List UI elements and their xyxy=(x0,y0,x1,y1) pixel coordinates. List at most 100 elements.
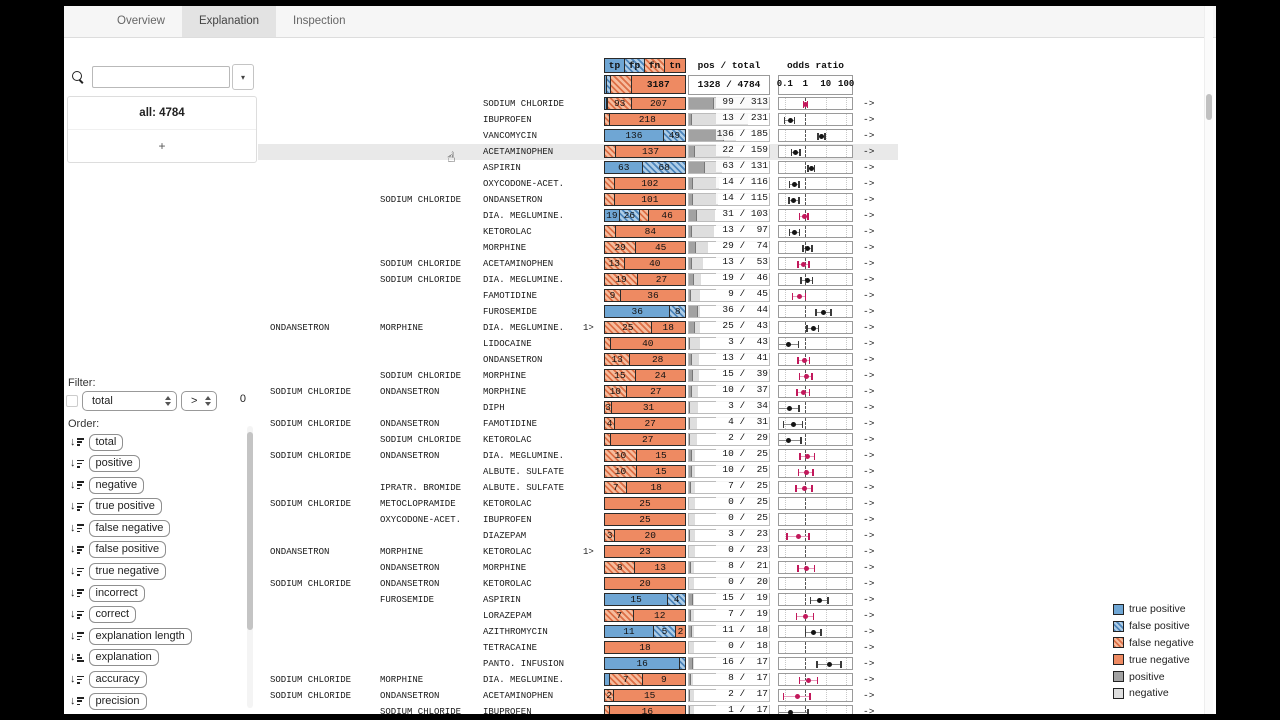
order-pill-button[interactable]: explanation xyxy=(88,649,159,667)
table-row[interactable]: AZITHROMYCIN 11 5 2 11 / 18 -> xyxy=(258,624,898,640)
table-row[interactable]: LORAZEPAM 7 12 7 / 19 -> xyxy=(258,608,898,624)
col-tn[interactable]: tn xyxy=(665,59,685,72)
table-row[interactable]: SODIUM CHLORIDE MORPHINE 15 24 15 / 39 -> xyxy=(258,368,898,384)
row-detail-arrow[interactable]: -> xyxy=(863,98,875,109)
order-pill-button[interactable]: false negative xyxy=(88,519,171,537)
tab-explanation[interactable]: Explanation xyxy=(181,6,277,37)
row-detail-arrow[interactable]: -> xyxy=(863,690,875,701)
table-row[interactable]: OXYCODONE-ACET. 102 14 / 116 -> xyxy=(258,176,898,192)
sort-icon[interactable]: ↓ xyxy=(70,566,84,577)
table-row[interactable]: SODIUM CHLORIDE DIA. MEGLUMINE. 19 27 19 … xyxy=(258,272,898,288)
row-detail-arrow[interactable]: -> xyxy=(863,178,875,189)
table-row[interactable]: SODIUM CHLORIDE METOCLOPRAMIDE KETOROLAC… xyxy=(258,496,898,512)
row-detail-arrow[interactable]: -> xyxy=(863,146,875,157)
row-detail-arrow[interactable]: -> xyxy=(863,306,875,317)
order-pill-button[interactable]: incorrect xyxy=(88,584,145,602)
col-tp[interactable]: tp xyxy=(605,59,625,72)
sort-icon[interactable]: ↓ xyxy=(70,630,84,642)
order-scrollbar-thumb[interactable] xyxy=(247,432,253,630)
odds-ratio-header[interactable]: odds ratio xyxy=(786,60,844,71)
pos-total-header[interactable]: pos / total xyxy=(697,60,761,71)
table-row[interactable]: SODIUM CHLORIDE ONDANSETRON ACETAMINOPHE… xyxy=(258,688,898,704)
row-detail-arrow[interactable]: -> xyxy=(863,402,875,413)
table-row[interactable]: ONDANSETRON MORPHINE 8 13 8 / 21 -> xyxy=(258,560,898,576)
group-card-title[interactable]: all: 4784 xyxy=(68,97,256,130)
table-row[interactable]: SODIUM CHLORIDE KETOROLAC 27 2 / 29 -> xyxy=(258,432,898,448)
row-detail-arrow[interactable]: -> xyxy=(863,370,875,381)
row-detail-arrow[interactable]: -> xyxy=(863,658,875,669)
row-detail-arrow[interactable]: -> xyxy=(863,226,875,237)
filter-value-input[interactable]: 0 xyxy=(239,393,246,405)
sort-icon[interactable]: ↓ xyxy=(70,436,84,448)
row-detail-arrow[interactable]: -> xyxy=(863,466,875,477)
table-row[interactable]: SODIUM CHLORIDE 93 207 99 / 313 -> xyxy=(258,96,898,112)
row-detail-arrow[interactable]: -> xyxy=(863,322,875,333)
table-row[interactable]: PANTO. INFUSION 16 16 / 17 -> xyxy=(258,656,898,672)
table-row[interactable]: SODIUM CHLORIDE ACETAMINOPHEN 13 40 13 / … xyxy=(258,256,898,272)
row-detail-arrow[interactable]: -> xyxy=(863,706,875,714)
sort-icon[interactable]: ↓ xyxy=(70,479,84,491)
sort-icon[interactable]: ↓ xyxy=(70,674,84,685)
order-pill-button[interactable]: precision xyxy=(88,692,147,710)
order-scrollbar[interactable] xyxy=(247,426,253,708)
row-detail-arrow[interactable]: -> xyxy=(863,498,875,509)
row-detail-arrow[interactable]: -> xyxy=(863,434,875,445)
row-detail-arrow[interactable]: -> xyxy=(863,338,875,349)
col-fp[interactable]: fp xyxy=(625,59,645,72)
search-input[interactable] xyxy=(92,66,230,88)
filter-checkbox[interactable] xyxy=(66,395,78,407)
filter-op-select[interactable]: > xyxy=(181,391,218,411)
order-pill-button[interactable]: correct xyxy=(88,606,137,624)
sort-icon[interactable]: ↓ xyxy=(70,522,84,534)
sort-icon[interactable]: ↓ xyxy=(70,501,84,512)
table-row[interactable]: IBUPROFEN 218 13 / 231 -> xyxy=(258,112,898,128)
page-scrollbar-thumb[interactable] xyxy=(1206,94,1212,120)
order-pill-button[interactable]: negative xyxy=(88,476,145,494)
row-detail-arrow[interactable]: -> xyxy=(863,514,875,525)
table-row[interactable]: ONDANSETRON MORPHINE DIA. MEGLUMINE. 1> … xyxy=(258,320,898,336)
sort-icon[interactable]: ↓ xyxy=(70,695,84,707)
row-detail-arrow[interactable]: -> xyxy=(863,562,875,573)
table-row[interactable]: FAMOTIDINE 9 36 9 / 45 -> xyxy=(258,288,898,304)
row-detail-arrow[interactable]: -> xyxy=(863,274,875,285)
table-row[interactable]: ASPIRIN 63 68 63 / 131 -> xyxy=(258,160,898,176)
row-detail-arrow[interactable]: -> xyxy=(863,594,875,605)
row-detail-arrow[interactable]: -> xyxy=(863,530,875,541)
row-detail-arrow[interactable]: -> xyxy=(863,482,875,493)
table-row[interactable]: ACETAMINOPHEN 137 22 / 159 -> xyxy=(258,144,898,160)
sort-icon[interactable]: ↓ xyxy=(70,458,84,469)
filter-field-select[interactable]: total xyxy=(82,391,177,411)
row-detail-arrow[interactable]: -> xyxy=(863,130,875,141)
table-row[interactable]: ALBUTE. SULFATE 10 15 10 / 25 -> xyxy=(258,464,898,480)
table-row[interactable]: SODIUM CHLORIDE MORPHINE DIA. MEGLUMINE.… xyxy=(258,672,898,688)
row-detail-arrow[interactable]: -> xyxy=(863,546,875,557)
table-row[interactable]: SODIUM CHLORIDE ONDANSETRON DIA. MEGLUMI… xyxy=(258,448,898,464)
table-row[interactable]: KETOROLAC 84 13 / 97 -> xyxy=(258,224,898,240)
table-row[interactable]: LIDOCAINE 40 3 / 43 -> xyxy=(258,336,898,352)
table-row[interactable]: ONDANSETRON MORPHINE KETOROLAC 1> 23 0 /… xyxy=(258,544,898,560)
row-detail-arrow[interactable]: -> xyxy=(863,162,875,173)
sort-icon[interactable]: ↓ xyxy=(70,609,84,620)
row-detail-arrow[interactable]: -> xyxy=(863,674,875,685)
row-detail-arrow[interactable]: -> xyxy=(863,610,875,621)
table-row[interactable]: ONDANSETRON 13 28 13 / 41 -> xyxy=(258,352,898,368)
table-row[interactable]: DIA. MEGLUMINE. 19 26 46 31 / 103 -> xyxy=(258,208,898,224)
page-scrollbar[interactable] xyxy=(1204,6,1213,714)
search-dropdown-button[interactable]: ▾ xyxy=(232,64,254,90)
order-pill-button[interactable]: explanation length xyxy=(88,627,192,645)
table-row[interactable]: SODIUM CHLORIDE ONDANSETRON 101 14 / 115… xyxy=(258,192,898,208)
table-row[interactable]: MORPHINE 29 45 29 / 74 -> xyxy=(258,240,898,256)
sort-icon[interactable]: ↓ xyxy=(70,587,84,599)
row-detail-arrow[interactable]: -> xyxy=(863,114,875,125)
table-row[interactable]: SODIUM CHLORIDE IBUPROFEN 16 1 / 17 -> xyxy=(258,704,898,714)
col-fn[interactable]: fn xyxy=(645,59,665,72)
order-pill-button[interactable]: accuracy xyxy=(88,671,147,689)
row-detail-arrow[interactable]: -> xyxy=(863,578,875,589)
table-row[interactable]: TETRACAINE 18 0 / 18 -> xyxy=(258,640,898,656)
table-row[interactable]: VANCOMYCIN 136 49 136 / 185 -> xyxy=(258,128,898,144)
sort-icon[interactable]: ↓ xyxy=(70,544,84,555)
table-row[interactable]: DIPH 3 31 3 / 34 -> xyxy=(258,400,898,416)
order-pill-button[interactable]: true positive xyxy=(88,498,162,516)
order-pill-button[interactable]: positive xyxy=(88,455,140,473)
table-row[interactable]: SODIUM CHLORIDE ONDANSETRON FAMOTIDINE 4… xyxy=(258,416,898,432)
